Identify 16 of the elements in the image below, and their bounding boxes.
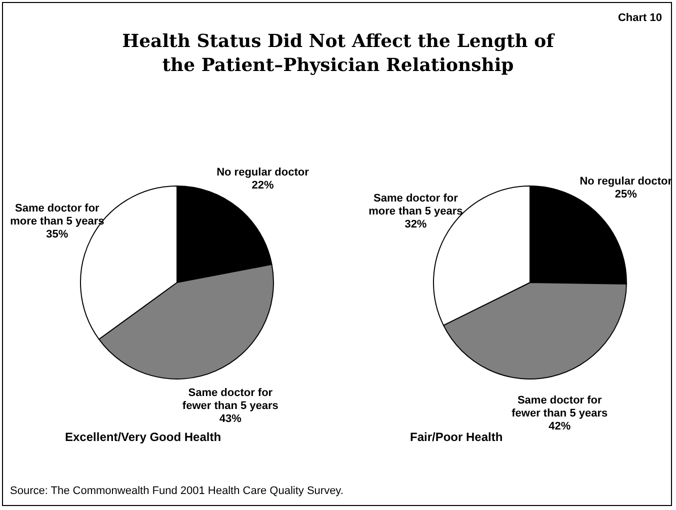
- data-label: 22%: [252, 179, 274, 192]
- slice-label: Same doctor for fewer than 5 years: [182, 386, 278, 412]
- data-label: 35%: [46, 228, 68, 240]
- slice-label: Same doctor for more than 5 years: [368, 192, 463, 218]
- slice-label: No regular doctor: [216, 166, 310, 178]
- data-label: 43%: [219, 412, 242, 425]
- text: Excellent/Very Good Health: [65, 430, 222, 444]
- data-label: 42%: [548, 420, 571, 433]
- slice-label: No regular doctor: [580, 176, 673, 188]
- source-note: Source: The Commonwealth Fund 2001 Health Care Quality Survey.: [10, 485, 344, 497]
- caption: Chart 10: [618, 12, 662, 24]
- text: Fair/Poor Health: [410, 430, 503, 444]
- data-label: 32%: [404, 218, 427, 231]
- chart-title: Health Status Did Not Affect the Length of the Patient–Physician Relationship: [121, 30, 556, 78]
- slice-label: Same doctor for fewer than 5 years: [512, 394, 608, 420]
- data-label: 25%: [614, 188, 638, 201]
